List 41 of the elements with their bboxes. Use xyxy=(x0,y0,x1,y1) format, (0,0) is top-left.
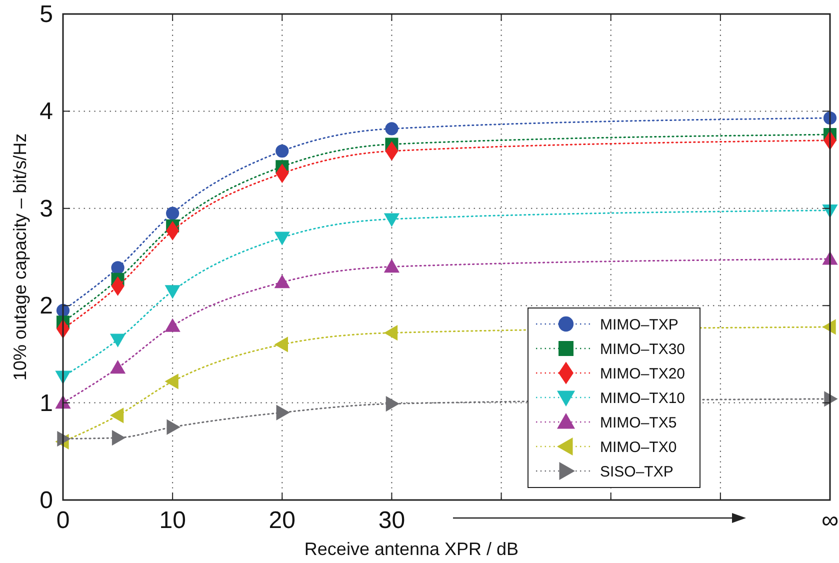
point xyxy=(166,206,180,220)
point xyxy=(112,430,126,446)
legend-label: MIMO–TX0 xyxy=(600,439,677,456)
point xyxy=(384,213,400,227)
x-tick-label: 30 xyxy=(378,507,406,534)
y-tick-label: 4 xyxy=(40,98,53,126)
point xyxy=(276,404,290,420)
y-tick-label: 3 xyxy=(40,195,53,222)
point xyxy=(274,232,290,246)
point xyxy=(57,430,71,447)
point xyxy=(164,318,180,332)
y-tick-label: 0 xyxy=(40,487,53,514)
point xyxy=(164,374,178,390)
legend-label: MIMO–TXP xyxy=(600,316,678,334)
x-tick-label: ∞ xyxy=(821,507,839,534)
legend-label: MIMO–TX30 xyxy=(600,341,686,358)
point xyxy=(274,274,290,288)
point xyxy=(384,258,400,273)
y-axis-title: 10% outage capacity – bit/s/Hz xyxy=(10,133,30,381)
x-tick-label: 10 xyxy=(159,507,186,534)
point xyxy=(166,419,180,435)
legend-label: MIMO–TX10 xyxy=(600,390,686,407)
point xyxy=(385,122,398,136)
point xyxy=(164,285,180,299)
legend-label: MIMO–TX20 xyxy=(600,366,686,382)
point xyxy=(110,360,126,374)
point xyxy=(386,396,400,412)
point xyxy=(274,336,288,352)
point xyxy=(384,325,398,341)
y-tick-label: 5 xyxy=(40,1,53,28)
y-tick-label: 1 xyxy=(40,390,53,417)
y-tick-label: 2 xyxy=(40,292,53,320)
x-axis-title: Receive antenna XPR / dB xyxy=(304,539,519,559)
point xyxy=(110,408,124,424)
point xyxy=(111,261,124,274)
x-tick-label: 20 xyxy=(268,507,296,534)
point xyxy=(276,144,289,158)
legend-label: SISO–TXP xyxy=(600,464,674,480)
x-tick-label: 0 xyxy=(56,507,70,534)
legend-label: MIMO–TX5 xyxy=(600,414,677,432)
point xyxy=(110,334,126,348)
